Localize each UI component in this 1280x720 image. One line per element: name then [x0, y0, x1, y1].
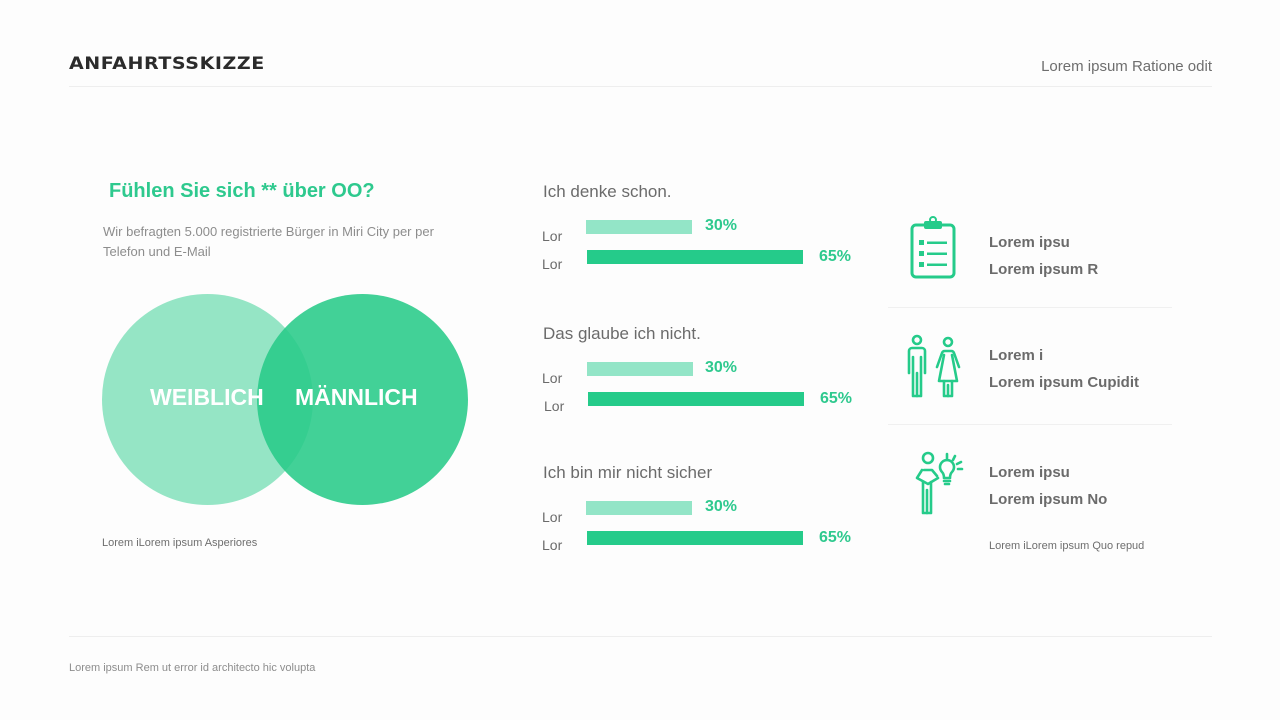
- bar-row: Lor 30%: [540, 498, 870, 525]
- bar-group-title: Das glaube ich nicht.: [543, 324, 701, 343]
- bar-label: Lor: [542, 370, 563, 386]
- survey-intro: Wir befragten 5.000 registrierte Bürger …: [103, 224, 434, 259]
- left-note: Lorem iLorem ipsum Asperiores: [102, 537, 258, 549]
- bar-label: Lor: [542, 537, 563, 553]
- bar-label: Lor: [542, 228, 563, 244]
- person-lightbulb-icon: [915, 451, 964, 515]
- stat-line-1: Lorem i: [989, 347, 1044, 364]
- stat-line-1: Lorem ipsu: [989, 464, 1070, 481]
- stat-item: Lorem ipsu Lorem ipsum R: [888, 208, 1172, 308]
- bar-row: Lor 65%: [540, 529, 870, 553]
- man-woman-icon: [907, 334, 961, 398]
- footer-text: Lorem ipsum Rem ut error id architecto h…: [69, 662, 316, 674]
- stat-line-1: Lorem ipsu: [989, 234, 1070, 251]
- bar-light: [586, 501, 692, 515]
- bar-value: 65%: [819, 529, 852, 546]
- bar-value: 30%: [705, 359, 738, 376]
- bar-light: [586, 220, 692, 234]
- stat-item: Lorem ipsu Lorem ipsum No: [888, 442, 1172, 522]
- stat-divider: [888, 424, 1172, 425]
- stat-line-2: Lorem ipsum No: [989, 491, 1108, 508]
- survey-question: Fühlen Sie sich ** über OO?: [109, 180, 375, 202]
- bar-group: Ich bin mir nicht sicher Lor 30% Lor 65%: [540, 463, 870, 573]
- stat-item: Lorem i Lorem ipsum Cupidit: [888, 325, 1172, 425]
- venn-label-male: MÄNNLICH: [295, 384, 418, 410]
- venn-label-female: WEIBLICH: [150, 384, 264, 410]
- right-note: Lorem iLorem ipsum Quo repud: [989, 540, 1145, 552]
- stat-line-2: Lorem ipsum R: [989, 261, 1099, 278]
- clipboard-list-icon: [910, 216, 956, 279]
- bar-label: Lor: [542, 256, 563, 272]
- bar-dark: [588, 392, 804, 406]
- footer-divider: [69, 636, 1212, 637]
- bar-row: Lor 65%: [540, 390, 870, 414]
- bar-label: Lor: [544, 398, 565, 414]
- header-subtitle: Lorem ipsum Ratione odit: [1041, 58, 1212, 75]
- bar-group: Ich denke schon. Lor 30% Lor 65%: [540, 182, 870, 292]
- stat-divider: [888, 307, 1172, 308]
- page-title: ANFAHRTSSKIZZE: [69, 54, 265, 74]
- bar-value: 65%: [820, 390, 853, 407]
- bar-row: Lor 30%: [540, 359, 870, 386]
- bar-dark: [587, 250, 803, 264]
- bar-light: [587, 362, 693, 376]
- bar-value: 65%: [819, 248, 852, 265]
- bar-label: Lor: [542, 509, 563, 525]
- bar-row: Lor 65%: [540, 248, 870, 272]
- venn-circle-male: [257, 294, 468, 505]
- bar-value: 30%: [705, 217, 738, 234]
- bar-group: Das glaube ich nicht. Lor 30% Lor 65%: [540, 324, 870, 434]
- gender-venn-diagram: WEIBLICH MÄNNLICH: [100, 292, 470, 507]
- bar-row: Lor 30%: [540, 217, 870, 244]
- bar-group-title: Ich denke schon.: [543, 182, 672, 201]
- bar-dark: [587, 531, 803, 545]
- bar-group-title: Ich bin mir nicht sicher: [543, 463, 713, 482]
- bar-value: 30%: [705, 498, 738, 515]
- stat-line-2: Lorem ipsum Cupidit: [989, 374, 1139, 391]
- header-divider: [69, 86, 1212, 87]
